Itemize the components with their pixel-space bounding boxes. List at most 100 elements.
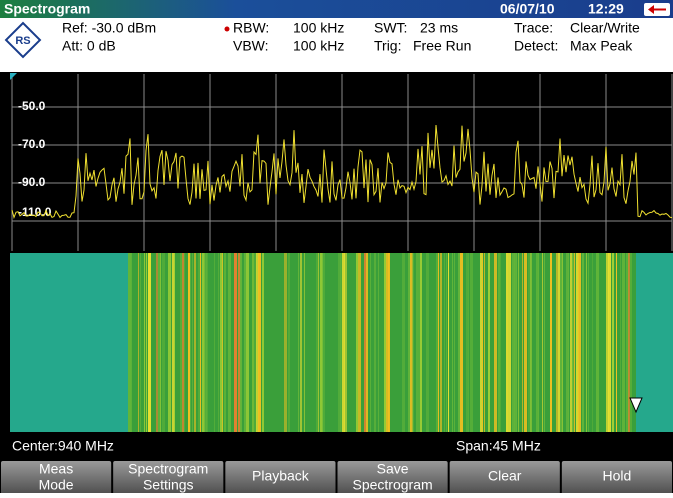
stripe [244, 253, 246, 432]
stripe [144, 253, 145, 432]
stripe [440, 253, 442, 432]
softkey-label: Hold [603, 468, 632, 484]
stripe [190, 253, 191, 432]
stripe [130, 253, 132, 432]
stripe [214, 253, 215, 432]
swt-label: SWT: [374, 20, 407, 36]
stripe [460, 253, 463, 432]
stripe [530, 253, 532, 432]
stripe [448, 253, 449, 432]
stripe [358, 253, 361, 432]
y-axis-label: -90.0 [18, 175, 46, 189]
stripe [162, 253, 165, 432]
stripe [500, 253, 501, 432]
stripe [218, 253, 219, 432]
softkey-label: Clear [488, 468, 522, 484]
stripe [426, 253, 429, 432]
stripe [246, 253, 249, 432]
softkey-label: Spectrogram [128, 461, 208, 477]
trig-label: Trig: [374, 38, 401, 54]
stripe [514, 253, 516, 432]
stripe [592, 253, 593, 432]
y-axis-label: -50.0 [18, 99, 46, 113]
stripe [518, 253, 519, 432]
title: Spectrogram [4, 1, 90, 17]
stripe [628, 253, 630, 432]
stripe [412, 253, 414, 432]
stripe [612, 253, 614, 432]
stripe [446, 253, 447, 432]
stripe [148, 253, 151, 432]
stripe [508, 253, 511, 432]
stripe [206, 253, 208, 432]
stripe [436, 253, 438, 432]
stripe [420, 253, 422, 432]
stripe [458, 253, 460, 432]
stripe [562, 253, 563, 432]
stripe [572, 253, 574, 432]
stripe [146, 253, 147, 432]
detect-value: Max Peak [570, 38, 633, 54]
stripe [608, 253, 611, 432]
stripe [364, 253, 366, 432]
stripe [174, 253, 175, 432]
rbw-value: 100 kHz [293, 20, 344, 36]
stripe [388, 253, 390, 432]
softkey-label: Mode [39, 477, 74, 493]
swt-value: 23 ms [420, 20, 458, 36]
stripe [596, 253, 599, 432]
center-frequency: Center:940 MHz [12, 438, 114, 454]
softkey-label: Save [377, 461, 409, 477]
stripe [182, 253, 184, 432]
softkey-label: Meas [39, 461, 73, 477]
stripe [384, 253, 386, 432]
stripe [168, 253, 171, 432]
attenuation: Att: 0 dB [62, 38, 116, 54]
stripe [418, 253, 420, 432]
stripe [444, 253, 445, 432]
stripe [138, 253, 139, 432]
stripe [542, 253, 543, 432]
stripe [228, 253, 231, 432]
stripe [300, 253, 302, 432]
stripe [468, 253, 469, 432]
softkey-label: Spectrogram [353, 477, 433, 493]
stripe [140, 253, 141, 432]
stripe [544, 253, 545, 432]
stripe [200, 253, 201, 432]
time: 12:29 [588, 1, 624, 17]
stripe [524, 253, 527, 432]
stripe [184, 253, 185, 432]
stripe [506, 253, 508, 432]
stripe [252, 253, 254, 432]
stripe [234, 253, 237, 432]
stripe [262, 253, 264, 432]
stripe [522, 253, 523, 432]
softkey-label: Settings [143, 477, 194, 493]
stripe [340, 253, 342, 432]
spectrogram-stripes [128, 253, 636, 432]
stripe [370, 253, 371, 432]
stripe [558, 253, 560, 432]
stripe [322, 253, 325, 432]
stripe [620, 253, 621, 432]
rbw-indicator [225, 27, 230, 32]
stripe [288, 253, 290, 432]
stripe [344, 253, 347, 432]
stripe [192, 253, 193, 432]
stripe [378, 253, 379, 432]
stripe [568, 253, 569, 432]
stripe [240, 253, 242, 432]
detect-label: Detect: [514, 38, 558, 54]
stripe [616, 253, 617, 432]
trace-label: Trace: [514, 20, 553, 36]
vbw-value: 100 kHz [293, 38, 344, 54]
stripe [438, 253, 439, 432]
svg-text:RS: RS [15, 35, 30, 47]
stripe [198, 253, 200, 432]
rbw-label: RBW: [233, 20, 269, 36]
stripe [304, 253, 305, 432]
span: Span:45 MHz [456, 438, 541, 454]
stripe [454, 253, 455, 432]
screen: Spectrogram 06/07/10 12:29 RS Ref: -30.0… [0, 0, 673, 493]
